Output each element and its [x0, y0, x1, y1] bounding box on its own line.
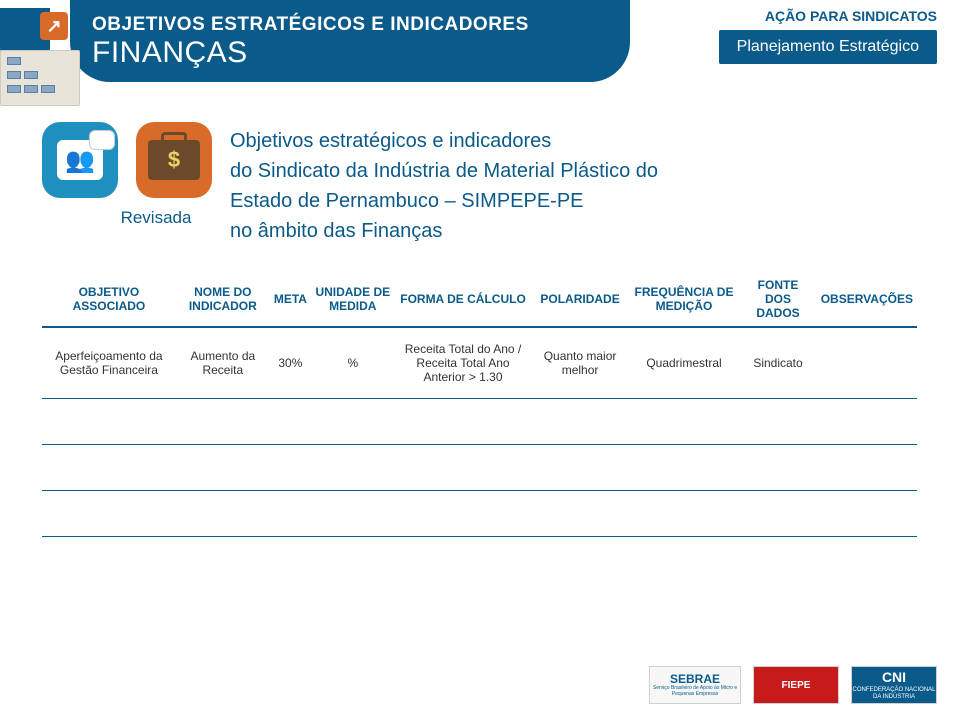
- th-frequencia: FREQUÊNCIA DE MEDIÇÃO: [629, 272, 740, 327]
- td-fonte: Sindicato: [739, 327, 816, 399]
- table-header-row: OBJETIVO ASSOCIADO NOME DO INDICADOR MET…: [42, 272, 917, 327]
- td-forma: Receita Total do Ano / Receita Total Ano…: [395, 327, 532, 399]
- th-meta: META: [270, 272, 311, 327]
- objective-line3: Estado de Pernambuco – SIMPEPE-PE: [230, 186, 917, 216]
- cni-label: CNI: [852, 670, 936, 685]
- header-titles: OBJETIVOS ESTRATÉGICOS E INDICADORES FIN…: [92, 14, 529, 70]
- th-polaridade: POLARIDADE: [531, 272, 628, 327]
- dollar-icon: $: [168, 147, 180, 173]
- td-nome: Aumento da Receita: [176, 327, 270, 399]
- td-meta: 30%: [270, 327, 311, 399]
- header-right-small: AÇÃO PARA SINDICATOS: [719, 8, 937, 24]
- table-row-empty: [42, 445, 917, 491]
- speech-bubble-icon: [89, 130, 115, 150]
- td-observacoes: [817, 327, 917, 399]
- objective-line4: no âmbito das Finanças: [230, 216, 917, 246]
- th-unidade: UNIDADE DE MEDIDA: [311, 272, 395, 327]
- table-row-empty: [42, 491, 917, 537]
- objective-line2: do Sindicato da Indústria de Material Pl…: [230, 156, 917, 186]
- th-fonte: FONTE DOS DADOS: [739, 272, 816, 327]
- header-subtitle: OBJETIVOS ESTRATÉGICOS E INDICADORES: [92, 14, 529, 36]
- objective-line1: Objetivos estratégicos e indicadores: [230, 126, 917, 156]
- people-tile-inner: 👥: [57, 140, 103, 180]
- table-row: Aperfeiçoamento da Gestão Financeira Aum…: [42, 327, 917, 399]
- td-objetivo: Aperfeiçoamento da Gestão Financeira: [42, 327, 176, 399]
- briefcase-icon: $: [148, 140, 200, 180]
- footer-logos: SEBRAE Serviço Brasileiro de Apoio às Mi…: [649, 666, 937, 704]
- objective-text: Objetivos estratégicos e indicadores do …: [230, 122, 917, 246]
- td-polaridade: Quanto maior melhor: [531, 327, 628, 399]
- people-tile: 👥: [42, 122, 118, 198]
- td-frequencia: Quadrimestral: [629, 327, 740, 399]
- revisada-label: Revisada: [121, 208, 192, 228]
- th-objetivo: OBJETIVO ASSOCIADO: [42, 272, 176, 327]
- table-row-empty: [42, 399, 917, 445]
- arrow-icon: ↗: [40, 12, 68, 40]
- header-right: AÇÃO PARA SINDICATOS Planejamento Estrat…: [719, 8, 937, 64]
- th-observacoes: OBSERVAÇÕES: [817, 272, 917, 327]
- th-nome: NOME DO INDICADOR: [176, 272, 270, 327]
- icon-row: 👥 $ Revisada Objetivos estratégicos e in…: [42, 122, 917, 246]
- people-icon: 👥: [65, 146, 95, 175]
- sebrae-sub: Serviço Brasileiro de Apoio às Micro e P…: [650, 686, 740, 697]
- logo-fiepe: FIEPE: [753, 666, 839, 704]
- header-title: FINANÇAS: [92, 36, 529, 70]
- page-header: ↗ OBJETIVOS ESTRATÉGICOS E INDICADORES F…: [0, 0, 959, 82]
- header-right-strip: Planejamento Estratégico: [719, 30, 937, 64]
- indicators-table: OBJETIVO ASSOCIADO NOME DO INDICADOR MET…: [42, 272, 917, 537]
- td-unidade: %: [311, 327, 395, 399]
- logo-cni: CNI CONFEDERAÇÃO NACIONAL DA INDÚSTRIA: [851, 666, 937, 704]
- content: 👥 $ Revisada Objetivos estratégicos e in…: [0, 82, 959, 537]
- logo-sebrae: SEBRAE Serviço Brasileiro de Apoio às Mi…: [649, 666, 741, 704]
- cni-sub: CONFEDERAÇÃO NACIONAL DA INDÚSTRIA: [852, 687, 936, 700]
- finance-tile: $: [136, 122, 212, 198]
- th-forma: FORMA DE CÁLCULO: [395, 272, 532, 327]
